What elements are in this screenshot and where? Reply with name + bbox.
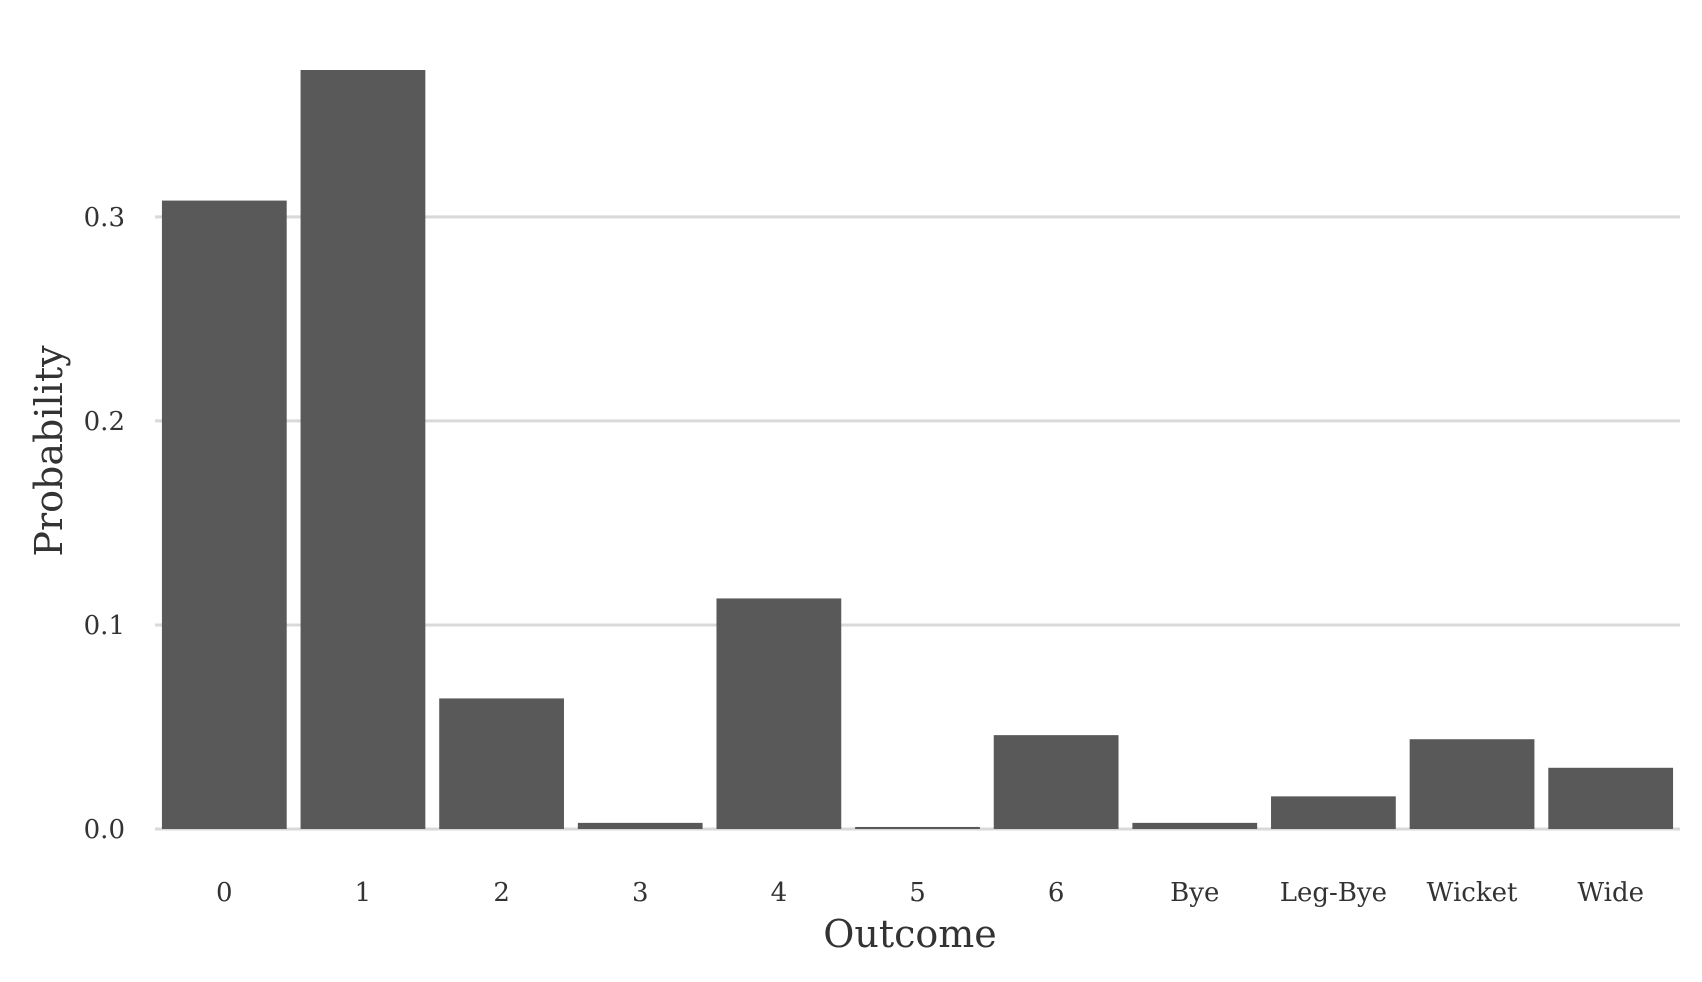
bars (161, 70, 1674, 830)
bar-wide (1548, 767, 1674, 829)
x-tick-label: 5 (909, 878, 926, 908)
x-tick-label: Wicket (1427, 878, 1518, 908)
y-tick-label: 0.2 (84, 407, 125, 437)
bar-1 (300, 70, 426, 829)
x-tick-label: 4 (771, 878, 788, 908)
bar-wicket (1409, 739, 1535, 829)
x-tick-label: 6 (1048, 878, 1065, 908)
bar-4 (716, 598, 842, 829)
y-axis-title: Probability (27, 345, 71, 557)
bar-0 (161, 200, 287, 830)
y-tick-label: 0.1 (84, 611, 125, 641)
x-tick-label: 1 (355, 878, 372, 908)
x-tick-labels: 0 1 2 3 4 5 6 Bye Leg-Bye Wicket Wide (216, 878, 1644, 908)
bar-3 (577, 822, 703, 829)
bar-5 (855, 826, 980, 829)
x-tick-label: Wide (1577, 878, 1644, 908)
x-axis-title: Outcome (823, 912, 997, 956)
x-tick-label: Bye (1170, 878, 1219, 908)
x-tick-label: 0 (216, 878, 233, 908)
bar-bye (1132, 822, 1258, 829)
x-tick-label: 2 (493, 878, 510, 908)
y-tick-label: 0.0 (84, 815, 125, 845)
bar-leg-bye (1271, 796, 1396, 829)
x-tick-label: Leg-Bye (1280, 878, 1387, 908)
bar-6 (993, 735, 1119, 829)
y-tick-label: 0.3 (84, 203, 125, 233)
y-tick-labels: 0.0 0.1 0.2 0.3 (84, 203, 125, 845)
x-tick-label: 3 (632, 878, 649, 908)
bar-2 (439, 698, 564, 829)
